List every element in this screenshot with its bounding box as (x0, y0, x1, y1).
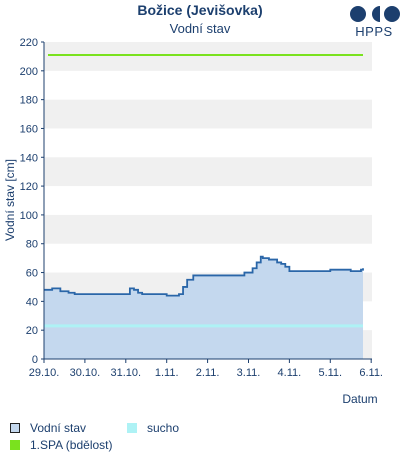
y-tick-label: 220 (20, 37, 38, 49)
chart-band (44, 157, 372, 187)
x-tick-label: 3.11. (237, 367, 261, 379)
chart-band (44, 99, 372, 129)
x-tick-labels: 29.10. 30.10. 31.10. 1.11. 2.11. 3.11. 4.11. 5.… (29, 367, 383, 379)
y-tick-label: 140 (20, 152, 38, 164)
legend-swatch-sucho (127, 423, 137, 433)
series-line-vodni-stav (44, 255, 364, 297)
reference-lines (44, 53, 364, 328)
chart-subtitle: Vodní stav (169, 21, 231, 36)
y-tick-label: 100 (20, 210, 38, 222)
y-tick-label: 80 (26, 239, 38, 251)
water-level-chart: 0 20 40 60 80 100 120 140 160 180 200 220 29.10. 30.… (20, 37, 383, 379)
y-tick-label: 60 (26, 268, 38, 280)
x-tick-label: 29.10. (29, 367, 60, 379)
y-tick-label: 200 (20, 66, 38, 78)
x-tick-label: 4.11. (278, 367, 302, 379)
legend-label-vodni-stav: Vodní stav (30, 421, 87, 435)
chart-band (44, 42, 372, 71)
x-tick-label: 30.10. (70, 367, 101, 379)
x-tick-label: 2.11. (196, 367, 220, 379)
y-tick-label: 180 (20, 95, 38, 107)
legend-swatch-vodni-stav (10, 423, 20, 433)
hpps-logo-icon (350, 6, 400, 22)
hpps-logo: HPPS (346, 4, 400, 42)
legend-label-sucho: sucho (147, 421, 180, 435)
chart-title: Božice (Jevišovka) (137, 2, 263, 18)
legend-label-spa: 1.SPA (bdělost) (30, 438, 113, 452)
chart-axes (41, 41, 372, 363)
y-tick-label: 40 (26, 296, 38, 308)
y-tick-label: 20 (26, 325, 38, 337)
series-area (44, 255, 364, 359)
x-axis-label: Datum (342, 392, 378, 406)
y-tick-labels: 0 20 40 60 80 100 120 140 160 180 200 220 (20, 37, 38, 366)
chart-band (44, 214, 372, 244)
x-tick-label: 6.11. (359, 367, 383, 379)
hpps-logo-text: HPPS (355, 24, 393, 39)
series-area-fill-vodni-stav (44, 256, 364, 359)
x-tick-label: 1.11. (155, 367, 179, 379)
x-tick-label: 5.11. (318, 367, 342, 379)
y-tick-label: 160 (20, 123, 38, 135)
y-tick-label: 0 (32, 354, 38, 366)
y-tick-label: 120 (20, 181, 38, 193)
legend-swatch-spa (10, 440, 20, 450)
x-tick-label: 31.10. (110, 367, 141, 379)
